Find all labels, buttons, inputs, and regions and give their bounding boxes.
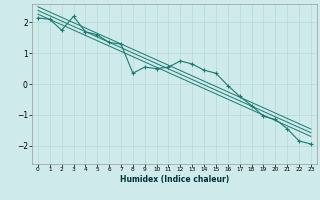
X-axis label: Humidex (Indice chaleur): Humidex (Indice chaleur) [120,175,229,184]
